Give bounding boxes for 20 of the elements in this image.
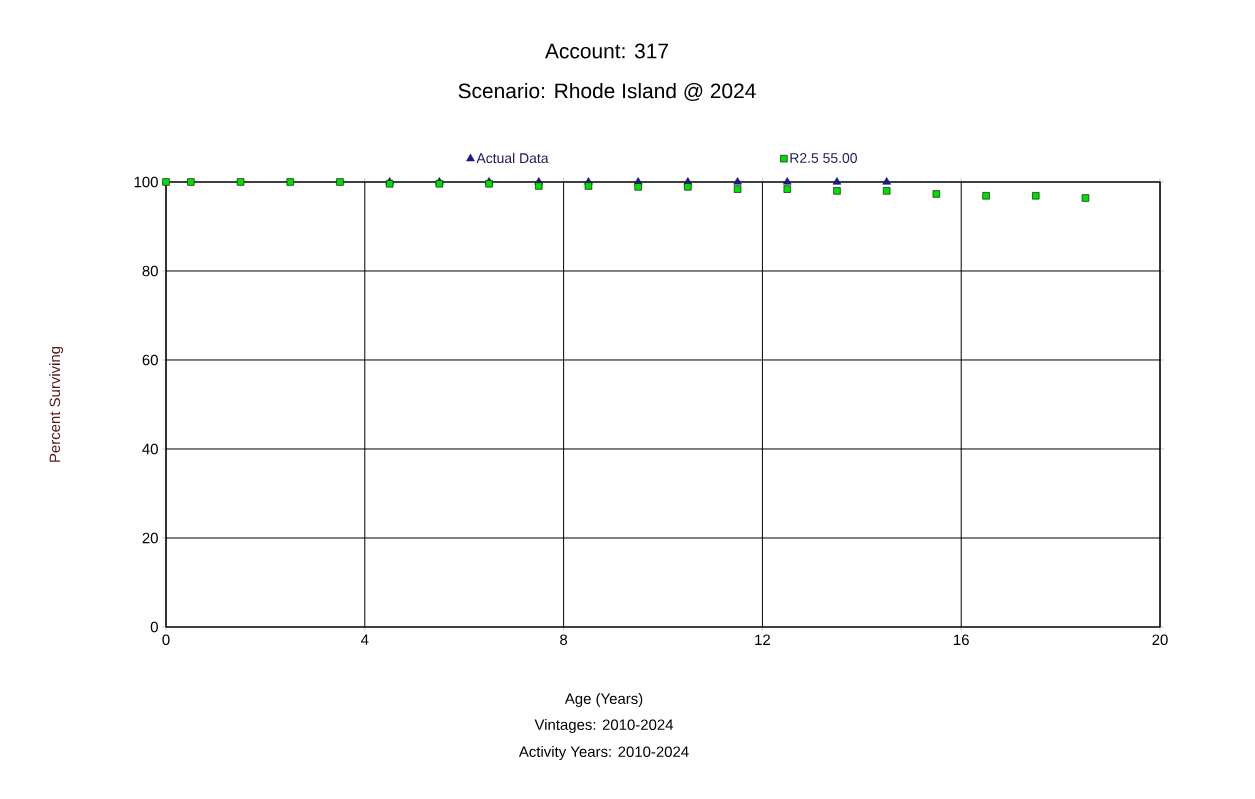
- x-axis-title: Age (Years): [564, 693, 643, 707]
- y-tick-label: 40: [142, 443, 158, 455]
- chart-title: Account: 317: [545, 43, 668, 59]
- legend-label: Actual Data: [476, 152, 549, 164]
- x-tick-label: 8: [560, 634, 568, 646]
- y-axis-title: Percent Surviving: [49, 346, 64, 462]
- x-tick-label: 0: [162, 634, 170, 646]
- y-tick-label: 80: [142, 265, 158, 277]
- x-tick-label: 16: [954, 634, 969, 646]
- x-tick-label: 4: [361, 634, 369, 645]
- text: Vintages: 2010-2024: [534, 719, 674, 733]
- x-tick-label: 12: [755, 634, 770, 645]
- y-tick-label: 20: [142, 532, 158, 544]
- x-tick-label: 20: [1152, 634, 1168, 646]
- y-tick-label: 0: [150, 621, 158, 633]
- text: Activity Years: 2010-2024: [518, 746, 689, 760]
- y-tick-label: 60: [142, 354, 158, 366]
- chart-subtitle: Scenario: Rhode Island @ 2024: [458, 82, 756, 102]
- legend-label: R2.5 55.00: [790, 153, 857, 163]
- y-tick-label: 100: [134, 176, 158, 188]
